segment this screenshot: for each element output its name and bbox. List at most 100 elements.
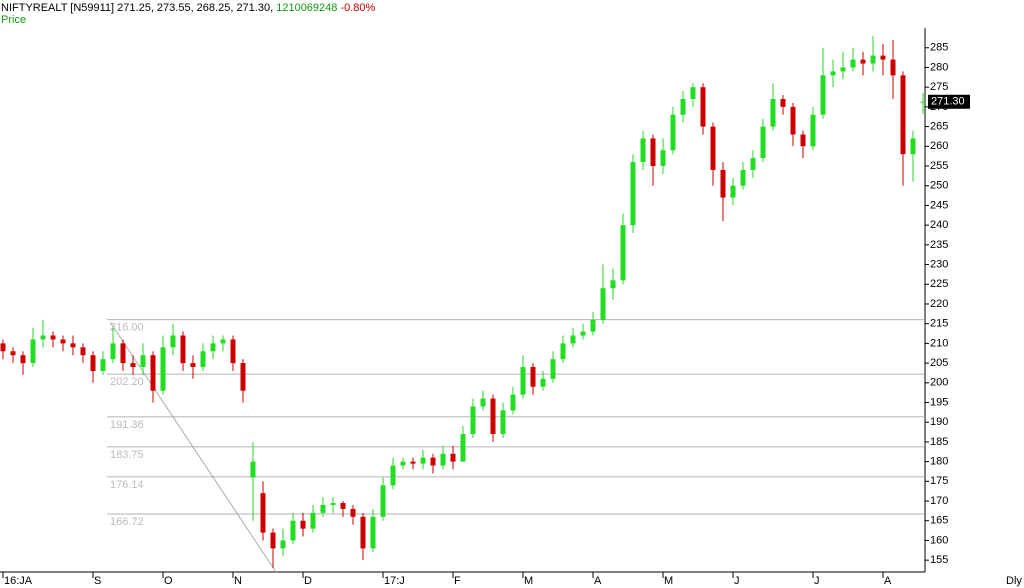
candle-body (300, 520, 306, 529)
level-label: 191.36 (110, 419, 144, 431)
candle-body (330, 503, 336, 505)
y-tick-label: 250 (930, 180, 948, 192)
y-tick-label: 280 (930, 61, 948, 73)
x-tick-label: F (454, 575, 461, 587)
y-tick-label: 265 (930, 121, 948, 133)
y-tick-label: 240 (930, 219, 948, 231)
y-tick-label: 185 (930, 436, 948, 448)
candle-body (250, 461, 256, 478)
candle-body (540, 378, 546, 387)
candle-body (780, 99, 786, 107)
level-label: 166.72 (110, 516, 144, 528)
x-tick-label: M (664, 575, 673, 587)
candle-body (60, 339, 66, 344)
candle-body (480, 398, 486, 407)
candle-body (490, 398, 496, 435)
candle-body (0, 343, 6, 352)
candle-body (340, 503, 346, 509)
y-tick-label: 260 (930, 140, 948, 152)
candle-body (880, 55, 886, 60)
candle-body (150, 355, 156, 391)
candle-body (240, 363, 246, 391)
candle-body (220, 339, 226, 344)
x-tick-label: O (164, 575, 173, 587)
candle-body (10, 351, 16, 356)
y-tick-label: 190 (930, 416, 948, 428)
candle-body (260, 493, 266, 533)
candle-body (730, 185, 736, 198)
candle-body (720, 169, 726, 198)
candle-body (580, 331, 586, 336)
candle-body (90, 355, 96, 371)
y-tick-label: 165 (930, 515, 948, 527)
candle-body (210, 343, 216, 352)
x-tick-label: N (234, 575, 242, 587)
candle-body (610, 280, 616, 289)
candle-body (450, 453, 456, 462)
level-label: 176.14 (110, 479, 144, 491)
x-tick-label: M (524, 575, 533, 587)
candle-body (570, 335, 576, 344)
candle-body (800, 134, 806, 147)
candle-body (920, 101, 926, 103)
candle-body (890, 59, 896, 76)
candle-body (670, 114, 676, 151)
candle-body (770, 99, 776, 127)
candle-body (80, 347, 86, 356)
x-tick-label: S (94, 575, 101, 587)
y-tick-label: 195 (930, 396, 948, 408)
candle-body (910, 138, 916, 155)
candle-body (130, 363, 136, 368)
y-tick-label: 230 (930, 258, 948, 270)
candle-body (100, 359, 106, 371)
y-tick-label: 155 (930, 554, 948, 566)
y-tick-label: 235 (930, 239, 948, 251)
candle-body (190, 363, 196, 368)
x-tick-label: A (594, 575, 602, 587)
candle-body (500, 410, 506, 435)
x-tick-label: 17:J (384, 575, 405, 587)
candle-body (790, 106, 796, 135)
candle-body (650, 138, 656, 167)
candle-body (870, 55, 876, 64)
candle-body (280, 540, 286, 549)
period-label: Dly (1006, 575, 1022, 587)
y-tick-label: 245 (930, 199, 948, 211)
x-tick-label: D (304, 575, 312, 587)
y-tick-label: 255 (930, 160, 948, 172)
candle-body (320, 504, 326, 513)
candle-body (140, 355, 146, 368)
quote: 271.25, 273.55, 268.25, 271.30, (117, 2, 273, 14)
last-price-label: 271.30 (931, 96, 965, 108)
x-tick-label: J (734, 575, 740, 587)
candle-body (350, 508, 356, 517)
x-tick-label: 16:JA (4, 575, 33, 587)
candle-body (680, 99, 686, 115)
change: -0.80% (340, 2, 375, 14)
candle-body (50, 335, 56, 340)
y-tick-label: 160 (930, 534, 948, 546)
y-tick-label: 285 (930, 42, 948, 54)
candle-body (290, 520, 296, 541)
candle-body (520, 367, 526, 395)
y-tick-label: 170 (930, 495, 948, 507)
candle-body (740, 169, 746, 186)
x-tick-label: J (814, 575, 820, 587)
y-tick-label: 215 (930, 318, 948, 330)
candle-body (380, 485, 386, 517)
y-tick-label: 210 (930, 337, 948, 349)
candle-body (760, 126, 766, 159)
y-tick-label: 180 (930, 456, 948, 468)
candle-body (400, 461, 406, 466)
candle-body (120, 343, 126, 364)
candle-body (560, 343, 566, 360)
level-label: 183.75 (110, 449, 144, 461)
candle-body (510, 394, 516, 411)
candle-body (440, 453, 446, 466)
y-tick-label: 220 (930, 298, 948, 310)
candle-body (110, 343, 116, 360)
candle-body (200, 351, 206, 368)
candle-body (470, 406, 476, 435)
